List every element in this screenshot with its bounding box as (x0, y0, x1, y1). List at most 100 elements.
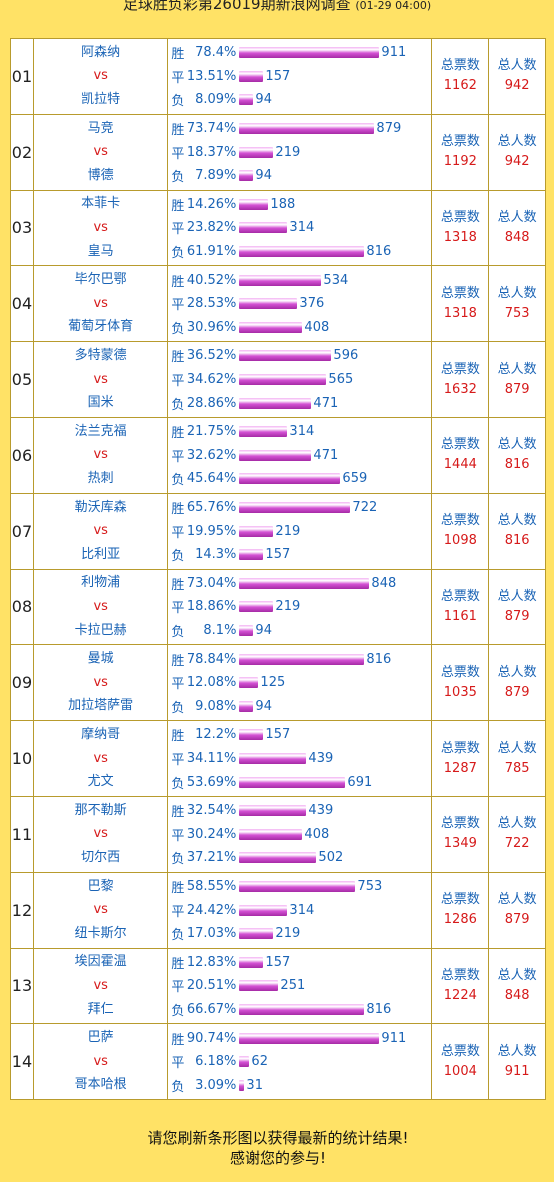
vote-bars: 胜 90.74% 911 平 6.18% 62 负 3.09% 31 (168, 1024, 433, 1100)
total-votes: 总票数 1318 (432, 266, 490, 342)
result-label-win: 胜 (171, 426, 185, 442)
away-team[interactable]: 拜仁 (87, 1001, 114, 1017)
survey-table: 01 阿森纳 vs 凯拉特胜 78.4% 911 平 13.51% 157 负 8.09% 94 总票数… (10, 38, 546, 1101)
away-team[interactable]: 尤文 (87, 774, 114, 790)
result-label-draw: 平 (171, 146, 185, 162)
result-count-draw: 439 (308, 751, 334, 767)
away-team[interactable]: 纽卡斯尔 (74, 925, 127, 941)
bar-line-lose: 负 37.21% 502 (171, 847, 431, 869)
result-bar-lose (239, 1004, 365, 1016)
bar-line-draw: 平 30.24% 408 (171, 823, 431, 845)
result-percent-lose: 53.69% (186, 774, 237, 790)
result-label-draw: 平 (171, 525, 185, 541)
total-people-label: 总人数 (497, 285, 537, 301)
result-label-lose: 负 (171, 94, 185, 110)
result-percent-win: 21.75% (186, 424, 237, 440)
result-count-draw: 376 (299, 296, 325, 312)
result-percent-draw: 13.51% (186, 68, 237, 84)
away-team[interactable]: 卡拉巴赫 (74, 622, 127, 638)
away-team[interactable]: 国米 (87, 395, 114, 411)
match-row: 13 埃因霍温 vs 拜仁 胜 12.83% 157 平 20.51% 251 负 66.67% 816… (11, 948, 546, 1025)
match-index: 09 (11, 645, 34, 721)
away-team[interactable]: 凯拉特 (81, 91, 121, 107)
match-teams: 本菲卡 vs 皇马 (34, 190, 169, 266)
away-team[interactable]: 比利亚 (81, 546, 121, 562)
total-people: 总人数 722 (489, 796, 546, 872)
away-team[interactable]: 加拉塔萨雷 (68, 698, 134, 714)
result-count-lose: 471 (313, 395, 339, 411)
bar-line-lose: 负 7.89% 94 (171, 165, 431, 187)
total-people-label: 总人数 (497, 664, 537, 680)
away-team[interactable]: 葡萄牙体育 (68, 319, 134, 335)
away-team[interactable]: 热刺 (87, 470, 114, 486)
total-people-value: 785 (504, 760, 530, 776)
total-votes-label: 总票数 (440, 437, 480, 453)
total-people: 总人数 848 (489, 190, 546, 266)
vote-bars: 胜 73.04% 848 平 18.86% 219 负 8.1% 94 (168, 569, 433, 645)
result-percent-lose: 61.91% (186, 244, 237, 260)
bar-line-draw: 平 6.18% 62 (171, 1051, 431, 1073)
home-team[interactable]: 阿森纳 (81, 44, 121, 60)
home-team[interactable]: 曼城 (87, 651, 114, 667)
result-percent-lose: 30.96% (186, 319, 237, 335)
total-votes-label: 总票数 (440, 58, 480, 74)
total-votes-label: 总票数 (440, 209, 480, 225)
result-bar-draw (239, 449, 312, 461)
vs-label: vs (93, 219, 108, 235)
match-row: 04 毕尔巴鄂 vs 葡萄牙体育 胜 40.52% 534 平 28.53% 376 负 30.96%… (11, 266, 546, 343)
result-percent-lose: 8.09% (195, 92, 237, 108)
match-teams: 毕尔巴鄂 vs 葡萄牙体育 (34, 266, 169, 342)
bar-line-draw: 平 18.86% 219 (171, 596, 431, 618)
match-teams: 利物浦 vs 卡拉巴赫 (34, 569, 169, 645)
result-percent-lose: 17.03% (186, 926, 237, 942)
bar-line-draw: 平 28.53% 376 (171, 293, 431, 315)
result-label-win: 胜 (171, 47, 185, 63)
result-percent-lose: 9.08% (195, 698, 237, 714)
home-team[interactable]: 那不勒斯 (74, 802, 127, 818)
home-team[interactable]: 巴萨 (87, 1030, 114, 1046)
away-team[interactable]: 博德 (87, 167, 114, 183)
result-bar-win (239, 881, 356, 893)
result-percent-win: 58.55% (186, 879, 237, 895)
home-team[interactable]: 本菲卡 (81, 196, 121, 212)
home-team[interactable]: 法兰克福 (74, 423, 127, 439)
match-index: 14 (11, 1024, 34, 1100)
result-count-draw: 219 (275, 523, 301, 539)
bar-line-lose: 负 66.67% 816 (171, 999, 431, 1021)
bar-line-win: 胜 73.04% 848 (171, 572, 431, 594)
home-team[interactable]: 勒沃库森 (74, 499, 127, 515)
vs-label: vs (93, 447, 108, 463)
home-team[interactable]: 多特蒙德 (74, 347, 127, 363)
result-bar-win (239, 577, 370, 589)
vs-label: vs (93, 1053, 108, 1069)
away-team[interactable]: 哥本哈根 (74, 1077, 127, 1093)
match-row: 02 马竞 vs 博德 胜 73.74% 879 平 18.37% 219 负 7.89% 94 总票数 1… (11, 114, 546, 191)
bar-line-lose: 负 8.1% 94 (171, 620, 431, 642)
result-percent-draw: 23.82% (186, 220, 237, 236)
result-bar-win (239, 123, 375, 135)
home-team[interactable]: 马竞 (87, 120, 114, 136)
away-team[interactable]: 切尔西 (81, 849, 121, 865)
home-team[interactable]: 摩纳哥 (81, 726, 121, 742)
result-count-draw: 471 (313, 447, 339, 463)
result-label-win: 胜 (171, 350, 185, 366)
home-team[interactable]: 巴黎 (87, 878, 114, 894)
result-percent-win: 32.54% (186, 803, 237, 819)
home-team[interactable]: 毕尔巴鄂 (74, 272, 127, 288)
vs-label: vs (93, 295, 108, 311)
bar-line-win: 胜 90.74% 911 (171, 1027, 431, 1049)
result-count-lose: 94 (255, 623, 272, 639)
home-team[interactable]: 利物浦 (81, 575, 121, 591)
total-votes-value: 1192 (443, 154, 477, 170)
away-team[interactable]: 皇马 (87, 243, 114, 259)
vote-bars: 胜 21.75% 314 平 32.62% 471 负 45.64% 659 (168, 417, 433, 493)
home-team[interactable]: 埃因霍温 (74, 954, 127, 970)
result-label-lose: 负 (171, 321, 185, 337)
result-percent-lose: 37.21% (186, 850, 237, 866)
result-percent-lose: 8.1% (203, 623, 237, 639)
total-people-label: 总人数 (497, 892, 537, 908)
bar-line-win: 胜 78.84% 816 (171, 648, 431, 670)
total-votes: 总票数 1349 (432, 796, 490, 872)
result-bar-draw (239, 146, 274, 158)
result-count-win: 439 (308, 803, 334, 819)
